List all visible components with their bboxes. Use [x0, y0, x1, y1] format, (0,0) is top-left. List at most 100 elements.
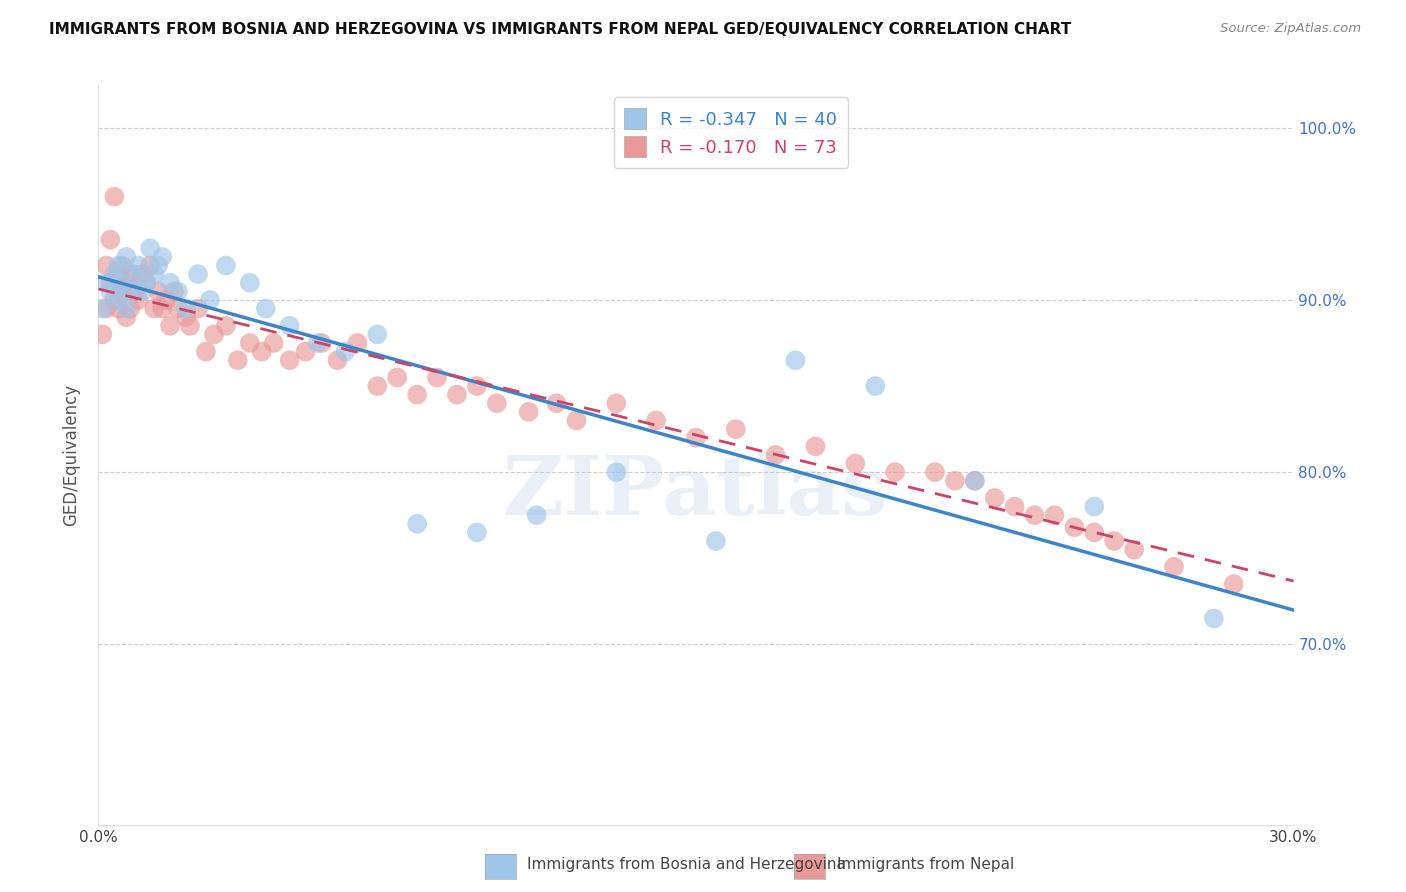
- Point: [115, 250, 138, 264]
- Point: [263, 336, 285, 351]
- Point: [159, 276, 181, 290]
- Point: [1024, 508, 1046, 523]
- Point: [565, 413, 588, 427]
- Point: [844, 457, 866, 471]
- Point: [120, 285, 142, 299]
- Point: [131, 285, 153, 299]
- Point: [115, 301, 138, 316]
- Point: [115, 310, 138, 325]
- Point: [96, 301, 118, 316]
- Point: [1104, 534, 1126, 549]
- Point: [1063, 520, 1085, 534]
- Text: Source: ZipAtlas.com: Source: ZipAtlas.com: [1220, 22, 1361, 36]
- Point: [1043, 508, 1066, 523]
- Text: Immigrants from Bosnia and Herzegovina: Immigrants from Bosnia and Herzegovina: [527, 857, 846, 872]
- Point: [215, 259, 238, 273]
- Point: [924, 465, 946, 479]
- Point: [307, 336, 329, 351]
- Point: [148, 285, 170, 299]
- Point: [426, 370, 449, 384]
- Point: [278, 353, 301, 368]
- Point: [804, 439, 827, 453]
- Point: [1083, 500, 1105, 514]
- Point: [174, 310, 197, 325]
- Point: [884, 465, 907, 479]
- Point: [278, 318, 301, 333]
- Point: [111, 259, 134, 273]
- Point: [163, 285, 186, 299]
- Point: [103, 293, 125, 307]
- Point: [124, 285, 146, 299]
- Point: [239, 336, 262, 351]
- Point: [984, 491, 1007, 505]
- Point: [150, 250, 173, 264]
- Point: [127, 259, 149, 273]
- Point: [91, 327, 114, 342]
- Point: [1123, 542, 1146, 557]
- Point: [155, 293, 177, 307]
- Point: [131, 267, 153, 281]
- Point: [406, 516, 429, 531]
- Point: [139, 241, 162, 255]
- Point: [1223, 577, 1246, 591]
- Point: [148, 259, 170, 273]
- Point: [239, 276, 262, 290]
- Point: [335, 344, 357, 359]
- Point: [111, 285, 134, 299]
- Point: [167, 301, 190, 316]
- Point: [215, 318, 238, 333]
- Point: [98, 233, 122, 247]
- Point: [96, 259, 118, 273]
- Text: ZIPatlas: ZIPatlas: [503, 452, 889, 532]
- Point: [98, 276, 122, 290]
- Point: [485, 396, 508, 410]
- Point: [311, 336, 333, 351]
- Y-axis label: GED/Equivalency: GED/Equivalency: [62, 384, 80, 526]
- Point: [174, 301, 197, 316]
- Point: [943, 474, 966, 488]
- Point: [465, 379, 488, 393]
- Point: [1083, 525, 1105, 540]
- Point: [226, 353, 249, 368]
- Point: [385, 370, 409, 384]
- Point: [517, 405, 540, 419]
- Point: [107, 267, 129, 281]
- Point: [187, 267, 209, 281]
- Point: [120, 267, 142, 281]
- Point: [326, 353, 349, 368]
- Point: [198, 293, 221, 307]
- Point: [1202, 611, 1225, 625]
- Point: [187, 301, 209, 316]
- Point: [103, 189, 125, 203]
- Point: [963, 474, 986, 488]
- Point: [406, 387, 429, 401]
- Text: IMMIGRANTS FROM BOSNIA AND HERZEGOVINA VS IMMIGRANTS FROM NEPAL GED/EQUIVALENCY : IMMIGRANTS FROM BOSNIA AND HERZEGOVINA V…: [49, 22, 1071, 37]
- Point: [195, 344, 218, 359]
- Point: [120, 301, 142, 316]
- Point: [139, 259, 162, 273]
- Point: [107, 259, 129, 273]
- Text: Immigrants from Nepal: Immigrants from Nepal: [837, 857, 1014, 872]
- Point: [294, 344, 316, 359]
- Point: [1004, 500, 1026, 514]
- Point: [115, 276, 138, 290]
- Point: [107, 301, 129, 316]
- Point: [765, 448, 787, 462]
- Point: [124, 267, 146, 281]
- Point: [96, 276, 118, 290]
- Point: [107, 293, 129, 307]
- Point: [724, 422, 747, 436]
- Point: [346, 336, 368, 351]
- Point: [865, 379, 887, 393]
- Point: [111, 276, 134, 290]
- Point: [135, 276, 157, 290]
- Point: [179, 318, 201, 333]
- Point: [605, 465, 627, 479]
- Point: [127, 293, 149, 307]
- Point: [167, 285, 190, 299]
- Point: [366, 379, 388, 393]
- Point: [250, 344, 273, 359]
- Point: [103, 267, 125, 281]
- Point: [143, 301, 166, 316]
- Point: [254, 301, 277, 316]
